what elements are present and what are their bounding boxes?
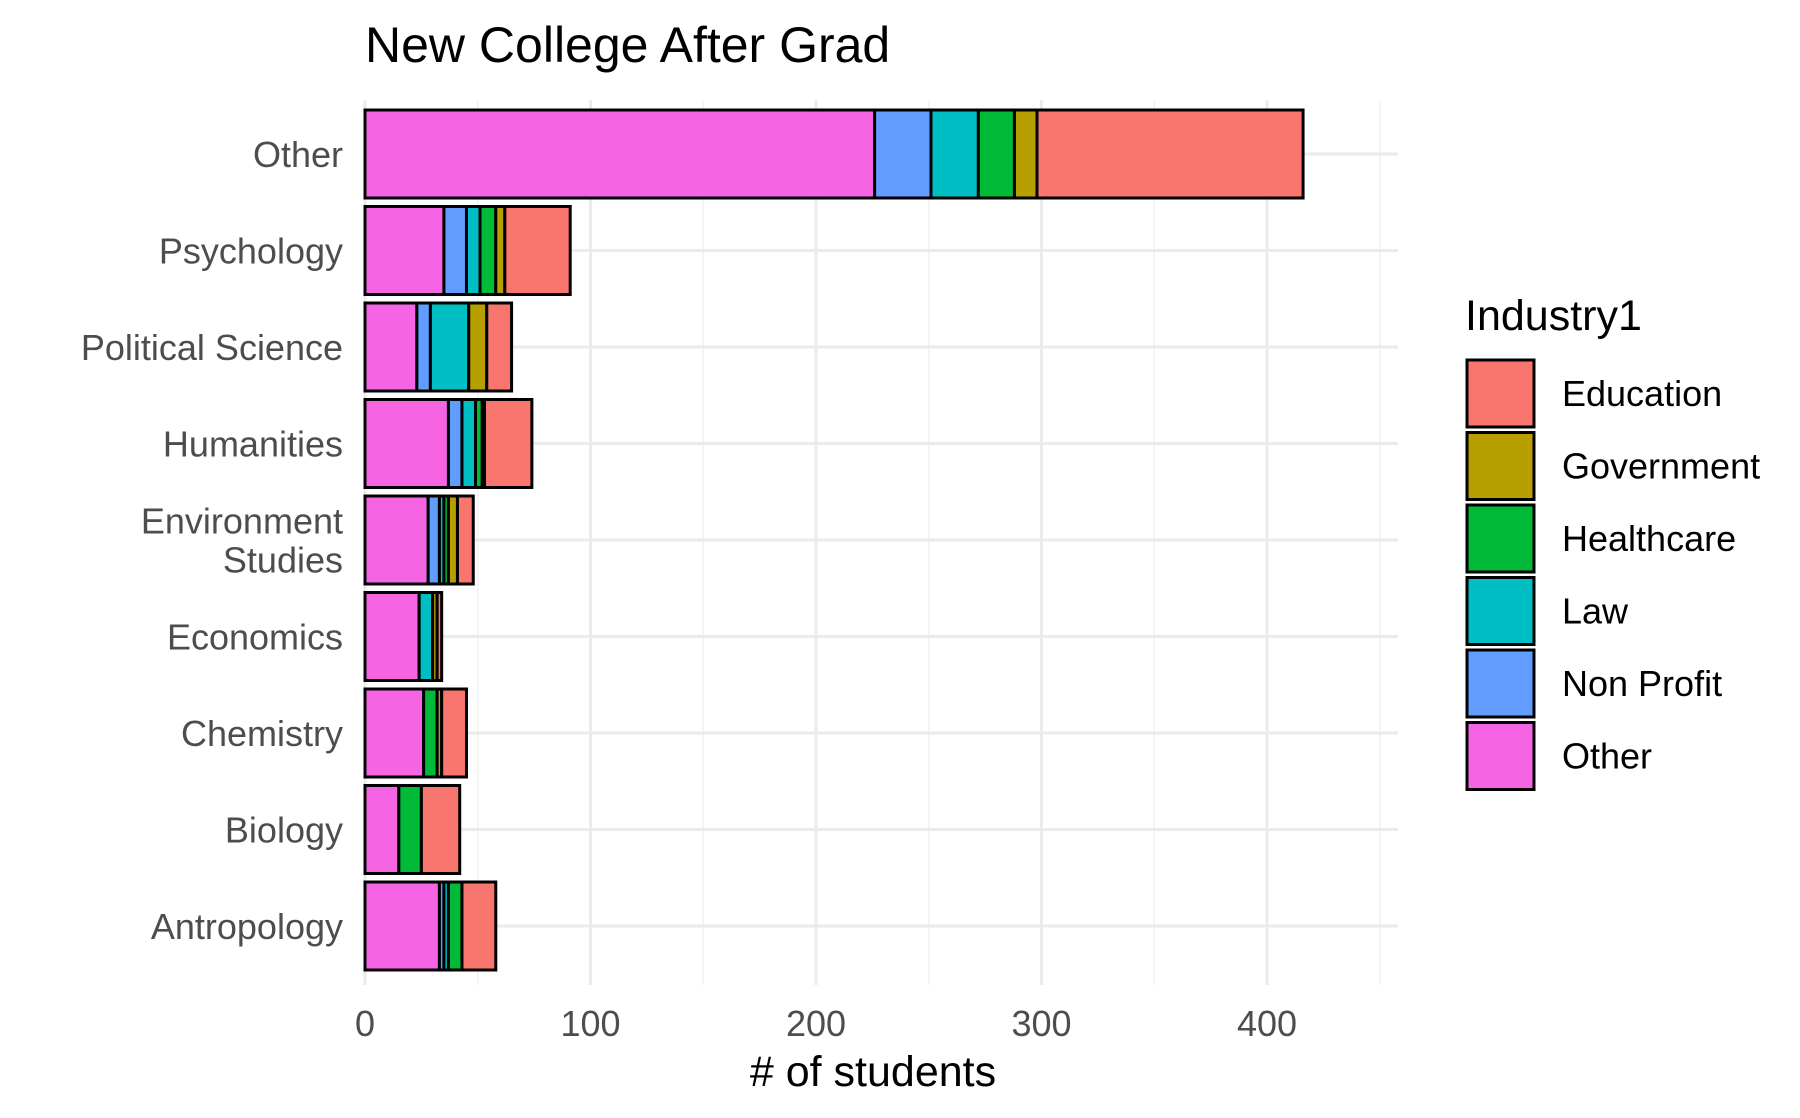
bar-segment	[422, 687, 439, 779]
bar-segment	[455, 494, 475, 586]
bar-segment	[467, 301, 489, 393]
y-axis-label-line: Biology	[225, 810, 343, 851]
bar-segment	[426, 494, 441, 586]
legend-label: Other	[1562, 736, 1652, 777]
bar-segment	[460, 398, 477, 489]
y-axis-label: Biology	[225, 810, 343, 851]
x-axis-tick-label: 0	[355, 1003, 375, 1044]
bar-segment	[397, 784, 423, 875]
bar-segment	[929, 108, 980, 200]
bar-segment	[446, 398, 464, 489]
bar-segment	[417, 591, 435, 682]
legend: Industry1 Education Government Healthcare L…	[1465, 292, 1760, 791]
y-axis-label-line: Antropology	[151, 906, 343, 947]
bar-segment	[464, 205, 482, 296]
bar-segment	[440, 687, 468, 779]
y-axis-label-line: Humanities	[163, 424, 343, 465]
bars	[363, 108, 1305, 972]
chart-title: New College After Grad	[365, 17, 890, 73]
x-axis-tick-label: 200	[786, 1003, 846, 1044]
bar-segment	[428, 301, 471, 393]
bar-segment	[442, 205, 468, 296]
y-axis-label-line: Economics	[167, 617, 343, 658]
bar-segment	[363, 398, 450, 489]
y-axis-label-line: Political Science	[81, 327, 343, 368]
legend-key	[1465, 576, 1536, 646]
bar-segment	[503, 205, 572, 296]
bar-segment	[363, 880, 441, 972]
y-axis-label: Economics	[167, 617, 343, 658]
bar-segment	[873, 108, 933, 200]
y-axis-label: Environment Studies	[141, 501, 343, 581]
bar-segment	[363, 494, 430, 586]
y-axis-label: Political Science	[81, 327, 343, 368]
legend-label: Healthcare	[1562, 518, 1736, 559]
bar-segment	[363, 591, 421, 682]
legend-label: Government	[1562, 446, 1760, 487]
y-axis-label-line: Chemistry	[181, 713, 343, 754]
x-axis-tick-label: 400	[1237, 1003, 1297, 1044]
legend-key	[1465, 648, 1536, 719]
bar-segment	[478, 205, 498, 296]
legend-key	[1465, 431, 1536, 501]
legend-key	[1465, 358, 1536, 429]
y-axis-label: Antropology	[151, 906, 343, 947]
y-axis-label: Other	[253, 134, 343, 175]
bar-segment	[1012, 108, 1039, 200]
x-axis-title: # of students	[750, 1048, 996, 1096]
bar-segment	[446, 880, 464, 972]
bar-segment	[1035, 108, 1305, 200]
y-axis-label-line: Environment	[141, 501, 343, 542]
bar-segment	[435, 591, 444, 682]
legend-title: Industry1	[1465, 292, 1642, 340]
x-axis-tick-label: 100	[560, 1003, 620, 1044]
legend-label: Non Profit	[1562, 663, 1722, 704]
bar-segment	[485, 301, 514, 393]
bar-segment	[460, 880, 498, 972]
y-axis-label-line: Studies	[223, 540, 343, 581]
y-axis-label-line: Psychology	[159, 231, 343, 272]
bar-segment	[419, 784, 462, 875]
legend-key	[1465, 721, 1536, 791]
bar-segment	[483, 398, 534, 489]
bar-segment	[363, 687, 426, 779]
bar-segment	[363, 301, 419, 393]
y-axis-label: Psychology	[159, 231, 343, 272]
x-axis-tick-label: 300	[1011, 1003, 1071, 1044]
bar-segment	[363, 784, 401, 875]
legend-label: Law	[1562, 591, 1629, 632]
y-axis-labels: Other Psychology Political Science Humaniti…	[81, 134, 343, 947]
y-axis-label: Chemistry	[181, 713, 343, 754]
bar-segment	[363, 108, 877, 200]
bar-segment	[976, 108, 1016, 200]
legend-key	[1465, 503, 1536, 574]
y-axis-label-line: Other	[253, 134, 343, 175]
bar-segment	[363, 205, 446, 296]
legend-label: Education	[1562, 373, 1722, 414]
y-axis-label: Humanities	[163, 424, 343, 465]
x-axis-ticks: 0 100 200 300 400	[355, 1003, 1297, 1044]
bar-segment	[415, 301, 432, 393]
